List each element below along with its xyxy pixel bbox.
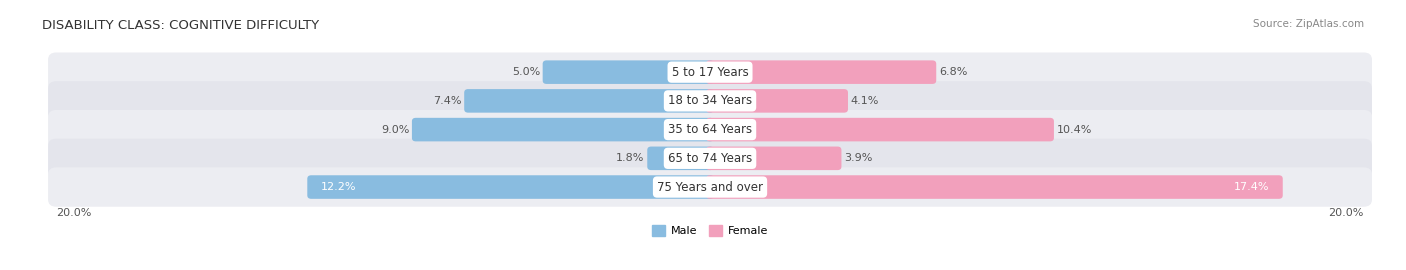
FancyBboxPatch shape (543, 60, 714, 84)
Text: 18 to 34 Years: 18 to 34 Years (668, 94, 752, 107)
FancyBboxPatch shape (464, 89, 714, 113)
FancyBboxPatch shape (706, 89, 848, 113)
Text: 6.8%: 6.8% (939, 67, 967, 77)
Text: 7.4%: 7.4% (433, 96, 461, 106)
Text: 20.0%: 20.0% (56, 208, 91, 218)
Text: 5.0%: 5.0% (512, 67, 540, 77)
FancyBboxPatch shape (706, 147, 841, 170)
FancyBboxPatch shape (647, 147, 714, 170)
FancyBboxPatch shape (308, 175, 714, 199)
Text: 65 to 74 Years: 65 to 74 Years (668, 152, 752, 165)
Text: 75 Years and over: 75 Years and over (657, 181, 763, 194)
FancyBboxPatch shape (48, 139, 1372, 178)
Text: 12.2%: 12.2% (321, 182, 357, 192)
FancyBboxPatch shape (706, 175, 1282, 199)
FancyBboxPatch shape (412, 118, 714, 141)
FancyBboxPatch shape (48, 110, 1372, 149)
Text: 1.8%: 1.8% (616, 153, 644, 163)
FancyBboxPatch shape (706, 60, 936, 84)
Text: DISABILITY CLASS: COGNITIVE DIFFICULTY: DISABILITY CLASS: COGNITIVE DIFFICULTY (42, 19, 319, 32)
FancyBboxPatch shape (706, 118, 1054, 141)
Legend: Male, Female: Male, Female (648, 220, 772, 241)
Text: 35 to 64 Years: 35 to 64 Years (668, 123, 752, 136)
Text: 20.0%: 20.0% (1329, 208, 1364, 218)
Text: 10.4%: 10.4% (1056, 124, 1092, 135)
FancyBboxPatch shape (48, 52, 1372, 92)
Text: 17.4%: 17.4% (1233, 182, 1270, 192)
FancyBboxPatch shape (48, 167, 1372, 207)
Text: 9.0%: 9.0% (381, 124, 409, 135)
Text: 4.1%: 4.1% (851, 96, 879, 106)
Text: 5 to 17 Years: 5 to 17 Years (672, 66, 748, 79)
Text: Source: ZipAtlas.com: Source: ZipAtlas.com (1253, 19, 1364, 29)
Text: 3.9%: 3.9% (844, 153, 873, 163)
FancyBboxPatch shape (48, 81, 1372, 120)
